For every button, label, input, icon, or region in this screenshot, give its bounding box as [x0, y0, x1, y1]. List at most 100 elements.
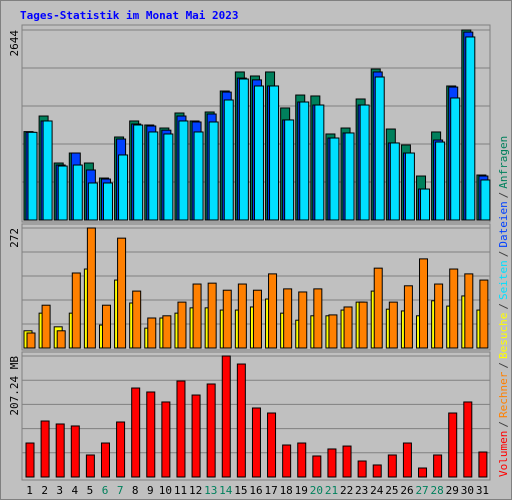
bar [223, 99, 234, 221]
x-tick-label: 1 [26, 484, 33, 497]
bar [102, 182, 113, 221]
bar [480, 179, 491, 221]
bar [55, 423, 65, 478]
x-tick-label: 6 [102, 484, 109, 497]
chart-title: Tages-Statistik im Monat Mai 2023 [20, 9, 239, 22]
bar [71, 272, 81, 349]
legend-label: Dateien [497, 201, 510, 247]
bar [57, 165, 68, 221]
bar [56, 330, 66, 349]
bar [372, 464, 382, 478]
y-tick-label: 272 [8, 228, 21, 248]
bar [251, 407, 261, 478]
bar [358, 301, 368, 349]
x-tick-label: 17 [264, 484, 277, 497]
bar [478, 451, 488, 478]
bar [222, 289, 232, 349]
bar [465, 36, 476, 221]
x-tick-label: 31 [476, 484, 489, 497]
y-tick-label: 207.24 MB [8, 356, 21, 416]
bar [72, 164, 83, 221]
x-tick-label: 3 [56, 484, 63, 497]
x-tick-label: 24 [370, 484, 384, 497]
bar [343, 306, 353, 349]
bar [282, 444, 292, 478]
bar [463, 401, 473, 478]
x-tick-label: 19 [295, 484, 308, 497]
bar [148, 131, 159, 221]
bar [314, 104, 325, 221]
bar [357, 460, 367, 478]
bar [118, 154, 129, 221]
y-tick-label: 2644 [8, 30, 21, 57]
legend: Volumen / Rechner / Besuche / Seiten / Dateien / A… [497, 136, 510, 477]
x-tick-label: 30 [461, 484, 474, 497]
x-tick-label: 10 [159, 484, 172, 497]
bar [26, 332, 36, 349]
bar [449, 268, 459, 349]
bar [435, 141, 446, 221]
bar [388, 301, 398, 349]
bar [177, 301, 187, 349]
bar [207, 282, 217, 349]
bar [237, 283, 247, 349]
bar [191, 394, 201, 478]
bar [208, 121, 219, 221]
bar [40, 420, 50, 478]
bar [221, 355, 231, 478]
bar [116, 421, 126, 478]
bar [25, 442, 35, 478]
bar [374, 76, 385, 221]
x-tick-label: 12 [189, 484, 202, 497]
bar [313, 288, 323, 349]
bar [161, 401, 171, 478]
bar [42, 120, 53, 221]
bar [434, 283, 444, 349]
x-tick-label: 7 [117, 484, 124, 497]
bar [283, 288, 293, 349]
x-tick-label: 8 [132, 484, 139, 497]
bar [328, 314, 338, 349]
bar [176, 380, 186, 478]
bar [236, 363, 246, 478]
bar [117, 237, 127, 349]
bar [101, 304, 111, 349]
bar [418, 467, 428, 478]
bar [131, 387, 141, 478]
bar [146, 391, 156, 478]
x-tick-label: 13 [204, 484, 217, 497]
bar [344, 132, 355, 221]
bar [299, 101, 310, 221]
bar [206, 383, 216, 478]
bar [253, 85, 264, 221]
bar [85, 454, 95, 478]
x-tick-label: 16 [249, 484, 262, 497]
bar [27, 131, 38, 221]
bar [70, 425, 80, 478]
bar [298, 291, 308, 349]
bar [268, 273, 278, 349]
bar [373, 267, 383, 349]
bar [267, 412, 277, 478]
bar [433, 454, 443, 478]
x-tick-label: 21 [325, 484, 338, 497]
bar [100, 442, 110, 478]
x-tick-label: 27 [415, 484, 428, 497]
x-tick-label: 11 [174, 484, 187, 497]
legend-separator: / [497, 303, 510, 310]
bar [450, 97, 461, 221]
bar [284, 119, 295, 221]
x-tick-label: 20 [310, 484, 323, 497]
x-tick-label: 23 [355, 484, 368, 497]
bar [312, 455, 322, 478]
bar [132, 290, 142, 349]
bar [269, 85, 280, 221]
bar [403, 285, 413, 349]
x-tick-label: 14 [219, 484, 233, 497]
bar [342, 445, 352, 478]
x-tick-label: 4 [72, 484, 79, 497]
legend-separator: / [497, 421, 510, 428]
bar [86, 227, 96, 349]
x-tick-label: 18 [280, 484, 293, 497]
